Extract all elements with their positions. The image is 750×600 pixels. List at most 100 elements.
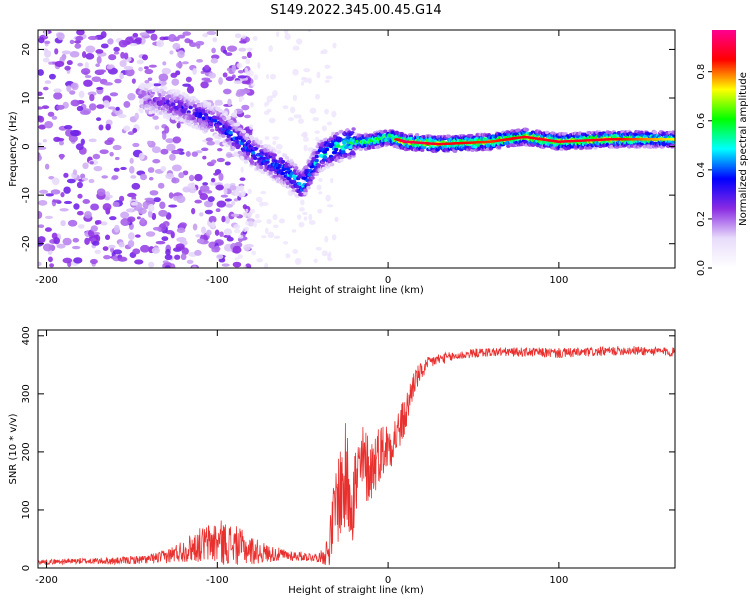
heatmap-cell	[104, 196, 110, 201]
heatmap-cell	[176, 227, 186, 234]
heatmap-cell	[57, 32, 65, 41]
heatmap-cell	[307, 77, 312, 84]
heatmap-cell	[250, 102, 254, 106]
heatmap-cell	[253, 221, 257, 228]
heatmap-cell	[38, 199, 48, 206]
heatmap-cell	[181, 61, 189, 65]
heatmap-cell	[244, 133, 250, 137]
heatmap-cell	[263, 110, 270, 115]
heatmap-cell	[324, 235, 329, 243]
heatmap-cell	[105, 191, 111, 198]
heatmap-cell	[162, 86, 168, 90]
heatmap-cell	[152, 115, 159, 120]
heatmap-cell	[203, 200, 214, 208]
heatmap-cell	[228, 130, 233, 135]
heatmap-cell	[270, 94, 277, 98]
spectrogram-y-tick-label: 20	[21, 43, 32, 56]
heatmap-cell	[148, 64, 157, 68]
heatmap-cell	[162, 132, 167, 140]
heatmap-cell	[134, 259, 144, 265]
heatmap-cell	[213, 119, 218, 123]
heatmap-cell	[191, 207, 196, 215]
heatmap-cell	[93, 165, 103, 172]
heatmap-cell	[231, 201, 236, 206]
heatmap-cell	[265, 73, 270, 80]
heatmap-cell	[326, 204, 334, 208]
heatmap-cell	[292, 94, 298, 101]
heatmap-cell	[273, 224, 279, 229]
snr-panel: -200 -100 0 100 0 100 200 300 400 Height of str…	[8, 326, 676, 596]
heatmap-cell	[300, 132, 308, 138]
heatmap-cell	[132, 32, 139, 38]
heatmap-cell	[120, 166, 127, 171]
heatmap-cell	[47, 256, 53, 263]
heatmap-cell	[175, 62, 183, 68]
heatmap-cell	[69, 50, 80, 58]
snr-x-ticks: -200 -100 0 100	[35, 330, 568, 586]
heatmap-cell	[318, 178, 323, 183]
heatmap-cell	[302, 211, 308, 216]
colorbar-tick-label: 0.0	[696, 260, 707, 276]
heatmap-cell	[202, 155, 207, 160]
heatmap-cell	[91, 76, 102, 83]
heatmap-cell	[289, 106, 296, 114]
heatmap-cell	[144, 66, 149, 70]
heatmap-cell	[351, 151, 356, 156]
heatmap-cell	[88, 138, 97, 143]
heatmap-cell	[314, 130, 320, 134]
heatmap-cell	[52, 199, 61, 203]
heatmap-cell	[120, 211, 130, 219]
heatmap-cell	[131, 182, 141, 190]
heatmap-cell	[147, 167, 155, 173]
heatmap-cell	[147, 210, 153, 218]
snr-x-tick-label: 100	[549, 575, 568, 586]
heatmap-cell	[334, 216, 339, 222]
heatmap-cell	[64, 124, 73, 130]
snr-line-series	[38, 345, 675, 566]
heatmap-cell	[196, 238, 205, 244]
heatmap-cell	[114, 78, 122, 84]
colorbar-tick-label: 0.6	[696, 113, 707, 129]
heatmap-cell	[145, 231, 156, 237]
heatmap-cell	[151, 247, 160, 254]
heatmap-cell	[90, 203, 100, 211]
heatmap-cell	[38, 261, 42, 267]
heatmap-cell	[269, 73, 277, 80]
heatmap-cell	[69, 39, 75, 45]
heatmap-cell	[324, 79, 330, 83]
heatmap-cell	[123, 100, 131, 108]
heatmap-cell	[88, 178, 95, 184]
heatmap-cell	[196, 59, 204, 63]
spectrogram-x-tick-label: -200	[35, 275, 58, 286]
heatmap-cell	[48, 73, 56, 80]
heatmap-cell	[63, 186, 71, 194]
heatmap-cell	[104, 234, 111, 241]
heatmap-cell	[351, 127, 356, 131]
heatmap-cell	[191, 151, 199, 157]
heatmap-cell	[148, 176, 154, 181]
heatmap-cell	[268, 170, 273, 175]
heatmap-cell	[230, 213, 240, 217]
heatmap-cell	[291, 229, 297, 233]
heatmap-cell	[207, 196, 215, 203]
heatmap-cell	[204, 64, 210, 70]
heatmap-cell	[321, 125, 327, 132]
heatmap-cell	[247, 220, 254, 227]
heatmap-cell	[247, 212, 252, 218]
heatmap-cell	[298, 221, 305, 228]
heatmap-cell	[303, 216, 308, 221]
heatmap-cell	[113, 167, 120, 172]
heatmap-cell	[446, 134, 452, 139]
heatmap-cell	[177, 34, 186, 39]
heatmap-cell	[60, 192, 65, 198]
heatmap-cell	[175, 110, 180, 114]
heatmap-cell	[130, 175, 137, 179]
heatmap-cell	[74, 43, 82, 49]
heatmap-cell	[217, 147, 223, 152]
heatmap-cell	[44, 215, 53, 220]
heatmap-cell	[132, 127, 138, 133]
heatmap-cell	[91, 240, 100, 246]
heatmap-cell	[268, 117, 276, 124]
heatmap-cell	[99, 149, 109, 155]
heatmap-cell	[109, 92, 119, 97]
